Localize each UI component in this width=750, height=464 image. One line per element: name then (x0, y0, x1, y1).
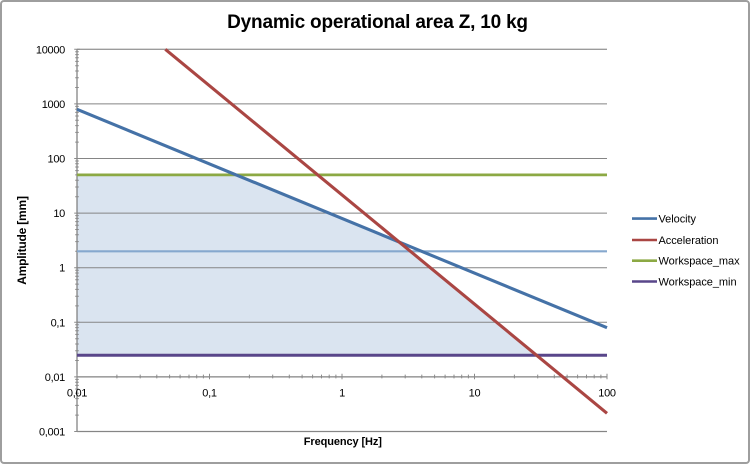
svg-text:10: 10 (53, 208, 65, 220)
svg-text:Acceleration: Acceleration (659, 235, 719, 247)
svg-text:0,01: 0,01 (67, 387, 87, 399)
svg-text:0,1: 0,1 (51, 317, 66, 329)
svg-text:1: 1 (59, 263, 65, 275)
svg-text:Workspace_min: Workspace_min (659, 277, 737, 289)
svg-text:10: 10 (469, 387, 481, 399)
svg-text:1000: 1000 (42, 99, 65, 111)
svg-text:10000: 10000 (36, 44, 65, 56)
svg-text:Workspace_max: Workspace_max (659, 256, 741, 268)
svg-text:1: 1 (339, 387, 345, 399)
svg-text:0,1: 0,1 (202, 387, 217, 399)
svg-text:0,01: 0,01 (45, 372, 65, 384)
svg-text:100: 100 (598, 387, 616, 399)
svg-text:Frequency [Hz]: Frequency [Hz] (304, 436, 382, 448)
svg-text:0,001: 0,001 (39, 427, 65, 439)
svg-text:Velocity: Velocity (659, 214, 697, 226)
svg-text:Amplitude [mm]: Amplitude [mm] (15, 196, 29, 285)
svg-text:Dynamic operational area Z, 10: Dynamic operational area Z, 10 kg (227, 12, 528, 33)
svg-text:100: 100 (48, 154, 66, 166)
